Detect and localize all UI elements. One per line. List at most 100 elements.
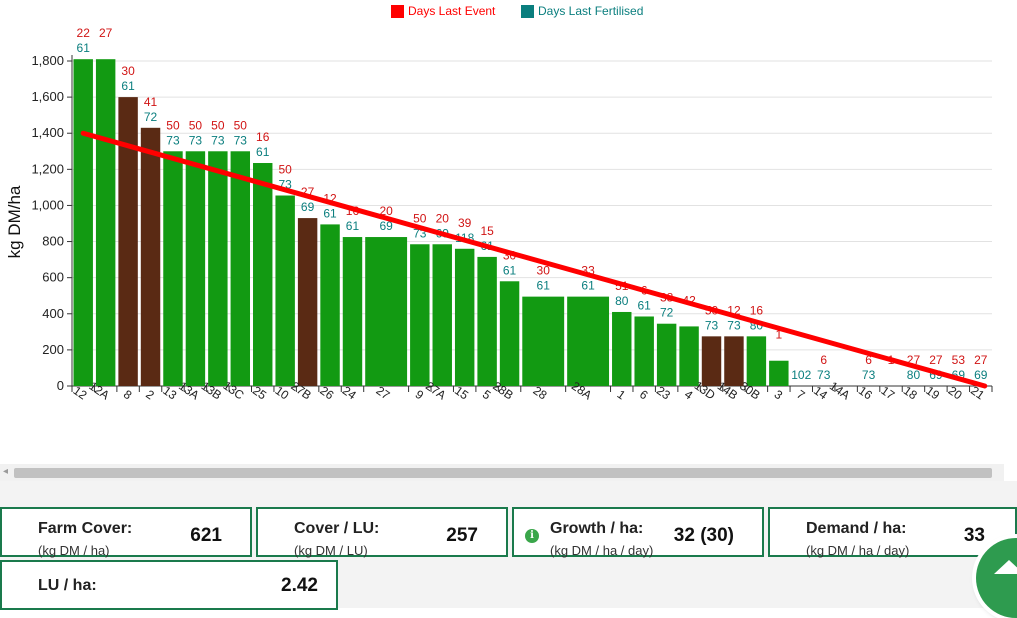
days-last-fertilised-label: 61 <box>323 206 337 220</box>
days-last-event-label: 50 <box>413 211 427 225</box>
days-last-event-label: 39 <box>458 216 472 230</box>
days-last-fertilised-label: 80 <box>907 368 921 382</box>
days-last-fertilised-label: 73 <box>234 133 248 147</box>
bar <box>140 127 161 387</box>
legend-swatch <box>521 5 534 18</box>
card-title: Demand / ha: <box>806 520 907 537</box>
y-tick-label: 1,400 <box>31 125 64 140</box>
bar-chart-svg: 0 200 400 600 800 1,000 1,200 1,400 1,600 1,800 kg… <box>5 4 993 403</box>
card-subtitle: (kg DM / ha / day) <box>550 543 654 558</box>
x-tick-label: 14A <box>827 379 853 403</box>
bar <box>208 151 228 386</box>
bar <box>73 59 93 386</box>
demand-per-ha-card: Demand / ha: (kg DM / ha / day) 33 <box>768 507 1017 558</box>
card-title: Farm Cover: <box>38 520 133 537</box>
bar <box>612 311 632 386</box>
y-tick-label: 200 <box>42 342 64 357</box>
bar <box>454 248 475 386</box>
days-last-event-label: 6 <box>865 353 872 367</box>
card-subtitle: (kg DM / ha / day) <box>806 543 910 558</box>
days-last-event-label: 16 <box>256 130 270 144</box>
bar <box>432 244 452 386</box>
days-last-event-label: 6 <box>820 353 827 367</box>
y-tick-label: 1,000 <box>31 197 64 212</box>
growth-per-ha-card: i Growth / ha: (kg DM / ha / day) 32 (30… <box>512 507 764 558</box>
days-last-event-label: 41 <box>144 95 158 109</box>
bar <box>701 336 722 386</box>
days-last-event-label: 22 <box>77 26 91 40</box>
y-tick-label: 1,800 <box>31 53 64 68</box>
days-last-event-label: 30 <box>537 264 551 278</box>
card-value: 621 <box>190 525 222 546</box>
y-tick-label: 600 <box>42 270 64 285</box>
farm-cover-card: Farm Cover: (kg DM / ha) 621 <box>0 507 252 558</box>
trend-line <box>80 130 988 389</box>
days-last-event-label: 30 <box>121 64 135 78</box>
days-last-fertilised-label: 69 <box>301 200 315 214</box>
bar <box>634 316 654 386</box>
days-last-fertilised-label: 61 <box>256 145 270 159</box>
days-last-fertilised-label: 61 <box>346 219 360 233</box>
days-last-event-label: 27 <box>99 26 113 40</box>
y-tick-label: 0 <box>57 378 64 393</box>
card-title: Growth / ha: <box>550 520 644 537</box>
days-last-event-label: 50 <box>189 118 203 132</box>
days-last-event-label: 20 <box>379 204 393 218</box>
y-tick-label: 1,600 <box>31 89 64 104</box>
cover-per-lu-card: Cover / LU: (kg DM / LU) 257 <box>256 507 508 558</box>
x-tick-label: 8 <box>121 387 135 402</box>
bar <box>95 59 116 386</box>
bar <box>185 151 206 386</box>
card-value: 33 <box>963 525 985 546</box>
days-last-fertilised-label: 73 <box>817 368 831 382</box>
bar <box>656 323 677 386</box>
legend-label: Days Last Event <box>408 4 496 18</box>
days-last-event-label: 50 <box>166 118 180 132</box>
x-tick-label: 1 <box>615 387 629 402</box>
days-last-event-label: 50 <box>211 118 225 132</box>
bar <box>724 336 744 386</box>
info-icon[interactable]: i <box>525 529 539 543</box>
bar <box>567 296 610 386</box>
bar <box>253 163 273 386</box>
y-tick-label: 400 <box>42 306 64 321</box>
lu-per-ha-card: LU / ha: 2.42 <box>0 560 338 610</box>
card-value: 257 <box>446 525 478 546</box>
days-last-event-label: 1 <box>775 328 782 342</box>
bar <box>342 237 363 386</box>
y-axis-label: kg DM/ha <box>5 185 24 258</box>
days-last-fertilised-label: 69 <box>379 219 393 233</box>
horizontal-scrollbar[interactable]: ◂ <box>0 464 1004 481</box>
card-value: 32 (30) <box>673 525 734 546</box>
scrollbar-thumb[interactable] <box>14 468 992 478</box>
days-last-fertilised-label: 102 <box>791 368 811 382</box>
x-tick-label: 2 <box>143 387 157 402</box>
pasture-cover-chart: 0 200 400 600 800 1,000 1,200 1,400 1,600 1,800 kg… <box>5 4 993 403</box>
days-last-fertilised-label: 61 <box>537 279 551 293</box>
days-last-fertilised-label: 72 <box>144 110 158 124</box>
days-last-fertilised-label: 72 <box>660 306 674 320</box>
scroll-left-icon[interactable]: ◂ <box>3 466 9 477</box>
bar <box>320 224 340 386</box>
bar <box>477 256 497 386</box>
bar <box>410 244 430 386</box>
days-last-fertilised-label: 73 <box>189 133 203 147</box>
days-last-event-label: 50 <box>234 118 248 132</box>
y-tick-label: 1,200 <box>31 161 64 176</box>
bar <box>230 151 251 386</box>
days-last-event-label: 16 <box>750 303 764 317</box>
card-value: 2.42 <box>281 575 318 596</box>
days-last-event-label: 27 <box>974 353 988 367</box>
card-title: Cover / LU: <box>294 520 380 537</box>
legend-label: Days Last Fertilised <box>538 4 643 18</box>
days-last-fertilised-label: 73 <box>727 318 741 332</box>
bar <box>679 326 699 386</box>
bar <box>275 195 295 386</box>
bar <box>297 218 318 386</box>
days-last-fertilised-label: 61 <box>121 79 135 93</box>
days-last-event-label: 50 <box>278 163 292 177</box>
days-last-event-label: 53 <box>952 353 966 367</box>
days-last-fertilised-label: 61 <box>638 298 652 312</box>
days-last-event-label: 27 <box>929 353 943 367</box>
days-last-event-label: 20 <box>436 211 450 225</box>
